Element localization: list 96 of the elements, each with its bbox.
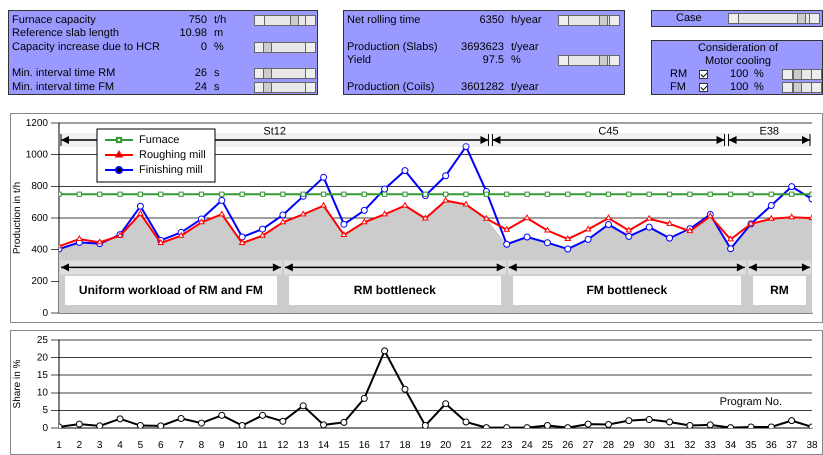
text: Net rolling time xyxy=(347,14,420,27)
text: 100 xyxy=(730,81,748,94)
x-tick-label: 25 xyxy=(542,440,554,451)
x-tick-label: 21 xyxy=(460,440,472,451)
y-tick-label: 10 xyxy=(36,388,48,399)
text: % xyxy=(754,68,764,81)
text: 24 xyxy=(194,80,207,94)
text: t/year xyxy=(511,80,539,94)
y-tick-label: 800 xyxy=(31,181,48,192)
text: 10.98 xyxy=(179,27,207,40)
x-tick-label: 11 xyxy=(257,440,268,451)
x-tick-label: 8 xyxy=(198,440,205,451)
x-tick-label: 15 xyxy=(338,440,350,451)
x-tick-label: 2 xyxy=(76,440,83,451)
x-tick-label: 23 xyxy=(501,440,513,451)
x-tick-label: 10 xyxy=(236,440,248,451)
x-tick-label: 36 xyxy=(766,440,778,451)
y-tick-label: 0 xyxy=(42,422,48,434)
band-label: C45 xyxy=(598,126,619,138)
y-axis-title: Production in t/h xyxy=(12,182,23,254)
text: Min. interval time FM xyxy=(12,80,114,94)
x-tick-label: 34 xyxy=(725,440,737,451)
legend-label: Roughing mill xyxy=(139,149,206,162)
x-tick-label: 9 xyxy=(219,440,226,451)
text: 6350 xyxy=(480,14,504,27)
x-tick-label: 32 xyxy=(684,440,696,451)
text: % xyxy=(511,54,521,67)
y-tick-label: 20 xyxy=(36,352,48,364)
x-tick-label: 18 xyxy=(399,440,411,451)
x-tick-label: 13 xyxy=(298,440,310,451)
x-tick-label: 22 xyxy=(480,440,492,451)
text: s xyxy=(214,80,220,94)
x-tick-label: 35 xyxy=(745,440,757,451)
x-tick-label: 7 xyxy=(178,440,184,451)
text: % xyxy=(214,40,224,54)
y-tick-label: 15 xyxy=(36,370,48,381)
y-tick-label: 600 xyxy=(31,212,48,224)
x-tick-label: 19 xyxy=(420,440,432,451)
x-tick-label: 29 xyxy=(623,440,635,451)
text: Reference slab length xyxy=(12,27,120,40)
x-tick-label: 1 xyxy=(56,440,62,451)
text: Yield xyxy=(347,54,372,67)
text: s xyxy=(214,67,220,80)
text: RM xyxy=(670,68,688,81)
text: Consideration of xyxy=(696,42,780,55)
x-tick-label: 17 xyxy=(379,440,391,451)
text: 100 xyxy=(730,68,748,81)
text: m xyxy=(214,27,224,40)
y-tick-label: 1000 xyxy=(26,149,48,160)
x-tick-label: 28 xyxy=(602,440,614,451)
x-tick-label: 16 xyxy=(358,440,370,451)
x-tick-label: 20 xyxy=(440,440,452,451)
y-tick-label: 25 xyxy=(36,334,48,346)
text: 97.5 xyxy=(482,54,504,67)
x-tick-label: 5 xyxy=(138,440,144,451)
text: % xyxy=(754,81,764,94)
x-tick-label: 38 xyxy=(806,440,818,451)
y-axis-title: Share in % xyxy=(12,359,23,408)
x-axis-title: Program No. xyxy=(720,396,782,408)
x-tick-label: 27 xyxy=(582,440,594,451)
text: Motor cooling xyxy=(704,55,772,68)
text: 750 xyxy=(188,14,207,27)
text: 26 xyxy=(194,67,207,80)
text: FM xyxy=(670,81,686,94)
x-tick-label: 26 xyxy=(562,440,574,451)
band-label: E38 xyxy=(759,126,780,138)
text: Production (Slabs) xyxy=(347,40,438,54)
x-tick-label: 4 xyxy=(117,440,124,451)
text: t/h xyxy=(214,14,226,27)
text: Min. interval time RM xyxy=(12,67,116,80)
text: t/year xyxy=(511,40,539,54)
y-tick-label: 1200 xyxy=(26,118,48,129)
text: 3693623 xyxy=(461,40,504,54)
x-tick-label: 30 xyxy=(644,440,656,451)
text: 3601282 xyxy=(461,80,504,94)
text: Capacity increase due to HCR xyxy=(12,40,160,54)
band-label: St12 xyxy=(263,126,286,138)
x-tick-label: 12 xyxy=(277,440,289,451)
legend-label: Finishing mill xyxy=(139,164,203,176)
legend-label: Furnace xyxy=(139,134,180,146)
y-tick-label: 0 xyxy=(42,308,48,319)
x-tick-label: 6 xyxy=(158,440,164,451)
y-tick-label: 200 xyxy=(31,276,48,288)
text: 0 xyxy=(200,40,207,54)
x-tick-label: 31 xyxy=(664,440,676,451)
text: Production (Coils) xyxy=(347,80,434,94)
text: Case xyxy=(676,12,702,25)
y-tick-label: 400 xyxy=(31,244,48,256)
text: Furnace capacity xyxy=(12,14,96,27)
x-tick-label: 24 xyxy=(522,440,534,451)
x-tick-label: 14 xyxy=(318,440,330,451)
x-tick-label: 3 xyxy=(96,440,103,451)
x-tick-label: 37 xyxy=(786,440,798,451)
text: h/year xyxy=(511,14,542,27)
x-tick-label: 33 xyxy=(704,440,716,451)
y-tick-label: 5 xyxy=(42,405,48,416)
